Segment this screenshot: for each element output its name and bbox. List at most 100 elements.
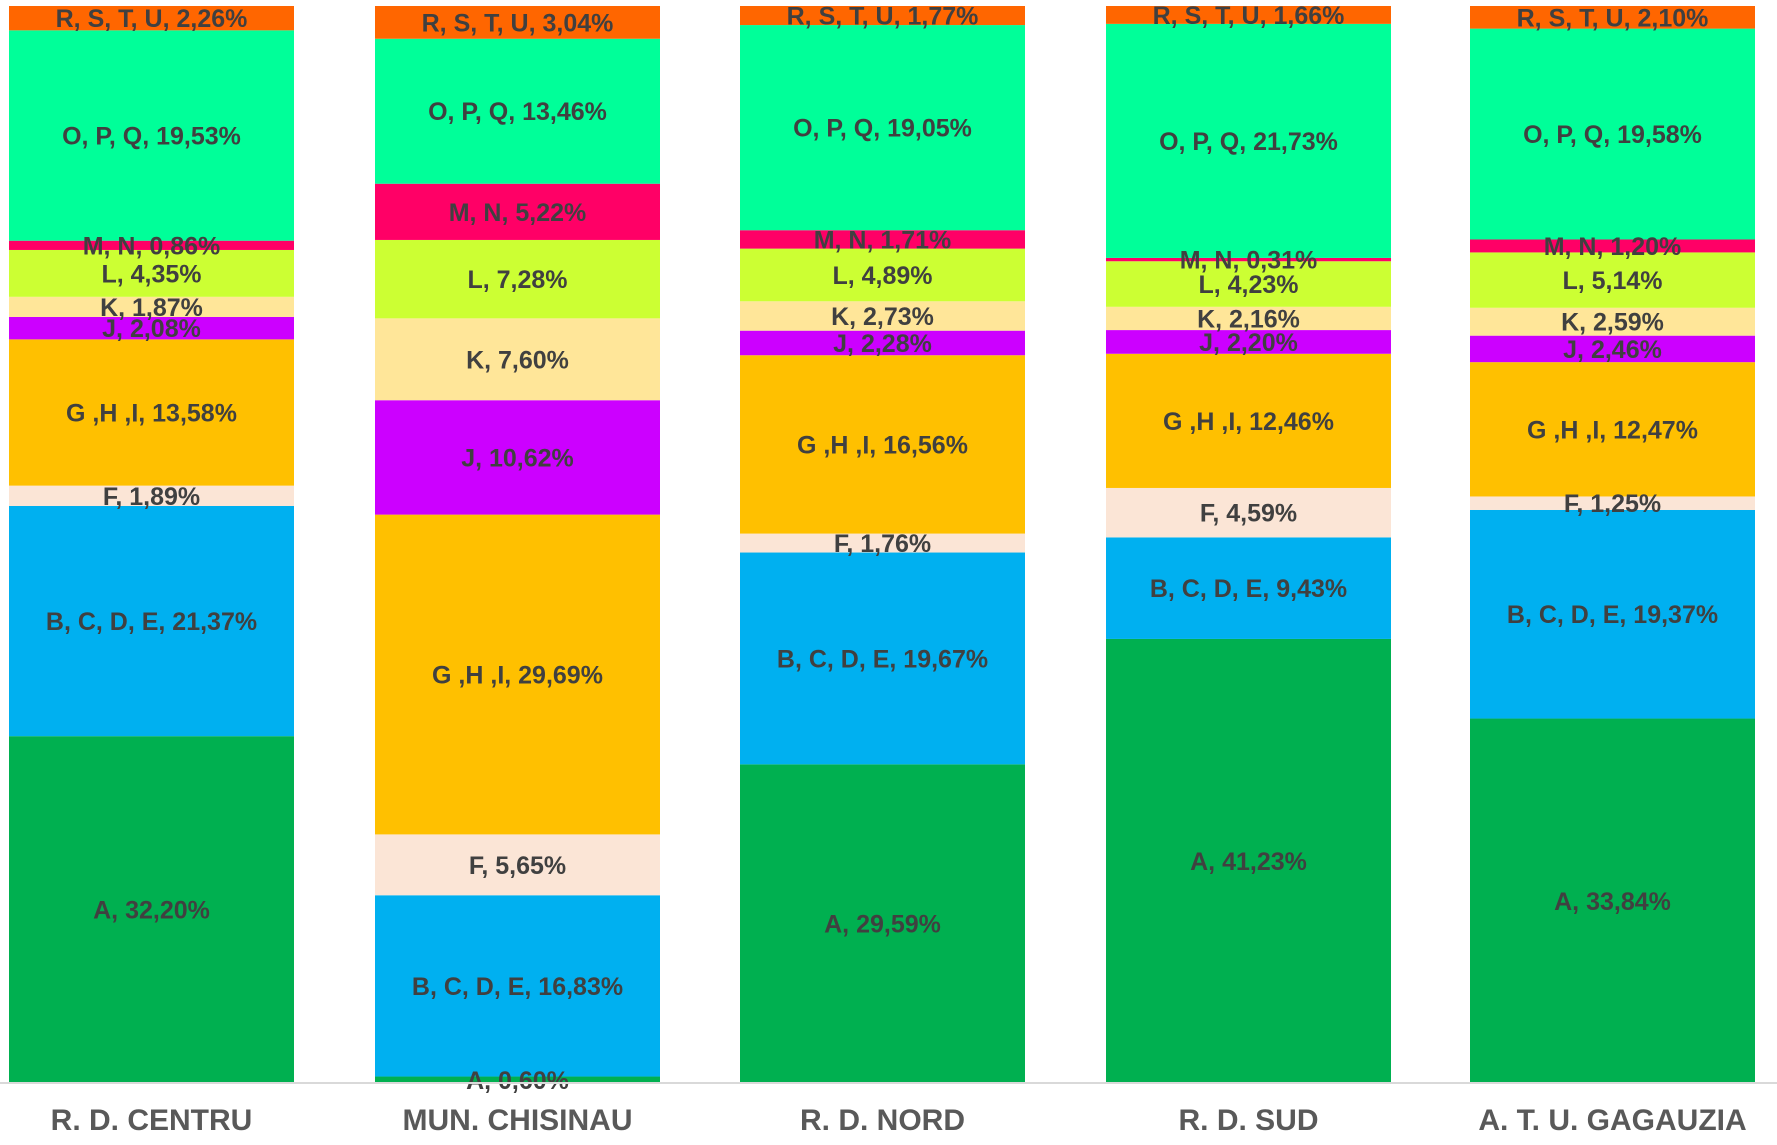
- data-label: R, S, T, U, 1,77%: [787, 3, 979, 31]
- bar-segment: [9, 339, 294, 486]
- data-label: M, N, 0,31%: [1180, 247, 1318, 275]
- bar-segment: [1470, 28, 1755, 240]
- data-label: F, 5,65%: [469, 852, 566, 880]
- data-label: G ,H ,I, 12,47%: [1527, 416, 1698, 444]
- data-label: J, 2,20%: [1199, 329, 1298, 357]
- data-label: J, 10,62%: [461, 444, 574, 472]
- data-label: G ,H ,I, 16,56%: [797, 431, 968, 459]
- bar-segment: [1106, 6, 1391, 24]
- bar-segment: [1470, 307, 1755, 336]
- bar-segment: [9, 736, 294, 1083]
- data-label: B, C, D, E, 19,67%: [777, 645, 988, 673]
- category-label: MUN. CHISINAU: [403, 1104, 633, 1137]
- bar-segment: [1106, 257, 1391, 262]
- bar-segment: [740, 6, 1025, 26]
- bar-segment: [375, 400, 660, 515]
- bar-segment: [375, 895, 660, 1077]
- bar-segment: [375, 239, 660, 319]
- data-label: B, C, D, E, 21,37%: [46, 608, 257, 636]
- bar-segment: [9, 6, 294, 31]
- data-label: A, 33,84%: [1554, 888, 1671, 916]
- bar-segment: [740, 355, 1025, 534]
- data-label: M, N, 0,86%: [83, 232, 221, 260]
- data-label: O, P, Q, 19,05%: [793, 115, 972, 143]
- data-label: F, 1,25%: [1564, 490, 1661, 518]
- bar-segment: [740, 764, 1025, 1083]
- bar-segment: [9, 296, 294, 317]
- bar-segment: [9, 505, 294, 737]
- bar-segment: [740, 230, 1025, 249]
- data-label: G ,H ,I, 12,46%: [1163, 408, 1334, 436]
- bar-segment: [1470, 239, 1755, 253]
- bar-segment: [1106, 330, 1391, 354]
- data-label: A, 29,59%: [824, 911, 941, 939]
- bar-segment: [740, 552, 1025, 765]
- category-label: R. D. CENTRU: [51, 1104, 253, 1137]
- bar-segment: [740, 330, 1025, 356]
- data-label: R, S, T, U, 2,26%: [56, 5, 248, 33]
- data-label: K, 2,73%: [831, 303, 934, 331]
- data-label: A, 41,23%: [1190, 848, 1307, 876]
- bar-segment: [1106, 487, 1391, 538]
- category-labels-layer: R. D. CENTRU MUN. CHISINAU R. D. NORD R. D.…: [51, 1104, 1747, 1137]
- category-label: R. D. SUD: [1178, 1104, 1318, 1137]
- data-label: R, S, T, U, 1,66%: [1153, 2, 1345, 30]
- data-label: O, P, Q, 19,53%: [62, 123, 241, 151]
- data-label: O, P, Q, 13,46%: [428, 98, 607, 126]
- bar-segment: [1470, 718, 1755, 1083]
- data-label: K, 7,60%: [466, 346, 569, 374]
- bar-segment: [375, 38, 660, 184]
- bars-layer: [9, 6, 1755, 1083]
- data-label: A, 0,60%: [466, 1067, 569, 1095]
- data-label: G ,H ,I, 13,58%: [66, 400, 237, 428]
- data-label: O, P, Q, 19,58%: [1523, 121, 1702, 149]
- bar-segment: [740, 533, 1025, 553]
- data-label: R, S, T, U, 2,10%: [1517, 4, 1709, 32]
- bar-segment: [375, 514, 660, 835]
- data-label: J, 2,46%: [1563, 336, 1662, 364]
- bar-segment: [1470, 362, 1755, 497]
- data-label: L, 4,89%: [832, 262, 932, 290]
- bar-segment: [1470, 335, 1755, 363]
- data-label: K, 2,16%: [1197, 305, 1300, 333]
- data-label: F, 1,76%: [834, 530, 931, 558]
- bar-segment: [1470, 509, 1755, 719]
- segment-labels-layer: A, 32,20% B, C, D, E, 21,37% F, 1,89% G ,H …: [46, 2, 1718, 1095]
- bar-segment: [1106, 537, 1391, 639]
- bar-segment: [9, 240, 294, 250]
- bar-segment: [9, 249, 294, 297]
- data-label: F, 1,89%: [103, 483, 200, 511]
- bar-segment: [740, 248, 1025, 302]
- data-label: K, 2,59%: [1561, 309, 1664, 337]
- data-label: G ,H ,I, 29,69%: [432, 662, 603, 690]
- data-label: M, N, 1,71%: [814, 226, 952, 254]
- data-label: M, N, 1,20%: [1544, 233, 1682, 261]
- bar-segment: [375, 6, 660, 39]
- data-label: L, 4,35%: [101, 260, 201, 288]
- category-label: A. T. U. GAGAUZIA: [1478, 1104, 1746, 1137]
- bar-segment: [375, 183, 660, 240]
- data-label: B, C, D, E, 19,37%: [1507, 601, 1718, 629]
- data-label: R, S, T, U, 3,04%: [422, 9, 614, 37]
- bar-segment: [1470, 252, 1755, 308]
- bar-segment: [375, 1076, 660, 1083]
- bar-segment: [1106, 306, 1391, 331]
- data-label: L, 4,23%: [1198, 271, 1298, 299]
- data-label: F, 4,59%: [1200, 500, 1297, 528]
- bar-segment: [1470, 496, 1755, 510]
- bar-segment: [375, 318, 660, 401]
- data-label: A, 32,20%: [93, 897, 210, 925]
- data-label: J, 2,28%: [833, 330, 932, 358]
- bar-segment: [1106, 261, 1391, 307]
- data-label: B, C, D, E, 9,43%: [1150, 575, 1347, 603]
- bar-segment: [740, 25, 1025, 231]
- bar-segment: [375, 834, 660, 896]
- data-label: J, 2,08%: [102, 315, 201, 343]
- data-label: O, P, Q, 21,73%: [1159, 128, 1338, 156]
- bar-segment: [9, 485, 294, 506]
- bar-segment: [9, 30, 294, 241]
- bar-segment: [9, 316, 294, 340]
- bar-segment: [1106, 353, 1391, 488]
